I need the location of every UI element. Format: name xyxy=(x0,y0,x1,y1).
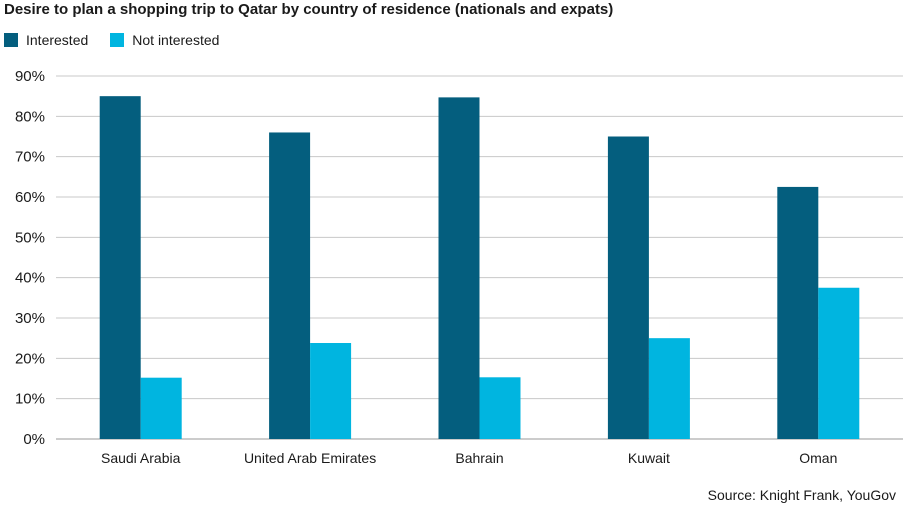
y-tick-label-60: 60% xyxy=(15,189,45,206)
bar-not-interested-1 xyxy=(310,343,352,439)
y-tick-label-40: 40% xyxy=(15,270,45,287)
y-tick-label-30: 30% xyxy=(15,310,45,327)
x-category-label-2: Bahrain xyxy=(455,450,503,466)
chart-legend: Interested Not interested xyxy=(4,32,241,48)
legend-label-interested: Interested xyxy=(26,32,89,48)
bar-interested-2 xyxy=(438,97,480,440)
bar-not-interested-3 xyxy=(648,338,690,439)
legend-item-not-interested: Not interested xyxy=(110,32,219,48)
y-tick-label-0: 0% xyxy=(23,431,45,448)
bar-not-interested-0 xyxy=(140,377,182,439)
bar-not-interested-2 xyxy=(479,377,521,439)
x-category-label-0: Saudi Arabia xyxy=(101,450,181,466)
y-tick-label-10: 10% xyxy=(15,391,45,408)
bar-interested-1 xyxy=(269,132,311,439)
x-category-label-3: Kuwait xyxy=(628,450,670,466)
x-category-label-4: Oman xyxy=(799,450,837,466)
legend-label-not-interested: Not interested xyxy=(132,32,220,48)
bar-interested-0 xyxy=(99,96,141,440)
y-tick-label-80: 80% xyxy=(15,108,45,125)
y-tick-label-50: 50% xyxy=(15,229,45,246)
x-category-label-1: United Arab Emirates xyxy=(244,450,376,466)
source-note: Source: Knight Frank, YouGov xyxy=(707,487,896,503)
bar-interested-4 xyxy=(777,186,819,439)
y-tick-label-70: 70% xyxy=(15,149,45,166)
bar-not-interested-4 xyxy=(818,287,860,439)
bar-interested-3 xyxy=(607,136,649,439)
legend-swatch-not-interested xyxy=(110,33,125,47)
chart-title: Desire to plan a shopping trip to Qatar … xyxy=(4,1,614,18)
legend-item-interested: Interested xyxy=(4,32,88,48)
y-tick-label-90: 90% xyxy=(15,68,45,85)
y-tick-label-20: 20% xyxy=(15,350,45,367)
legend-swatch-interested xyxy=(4,33,18,47)
